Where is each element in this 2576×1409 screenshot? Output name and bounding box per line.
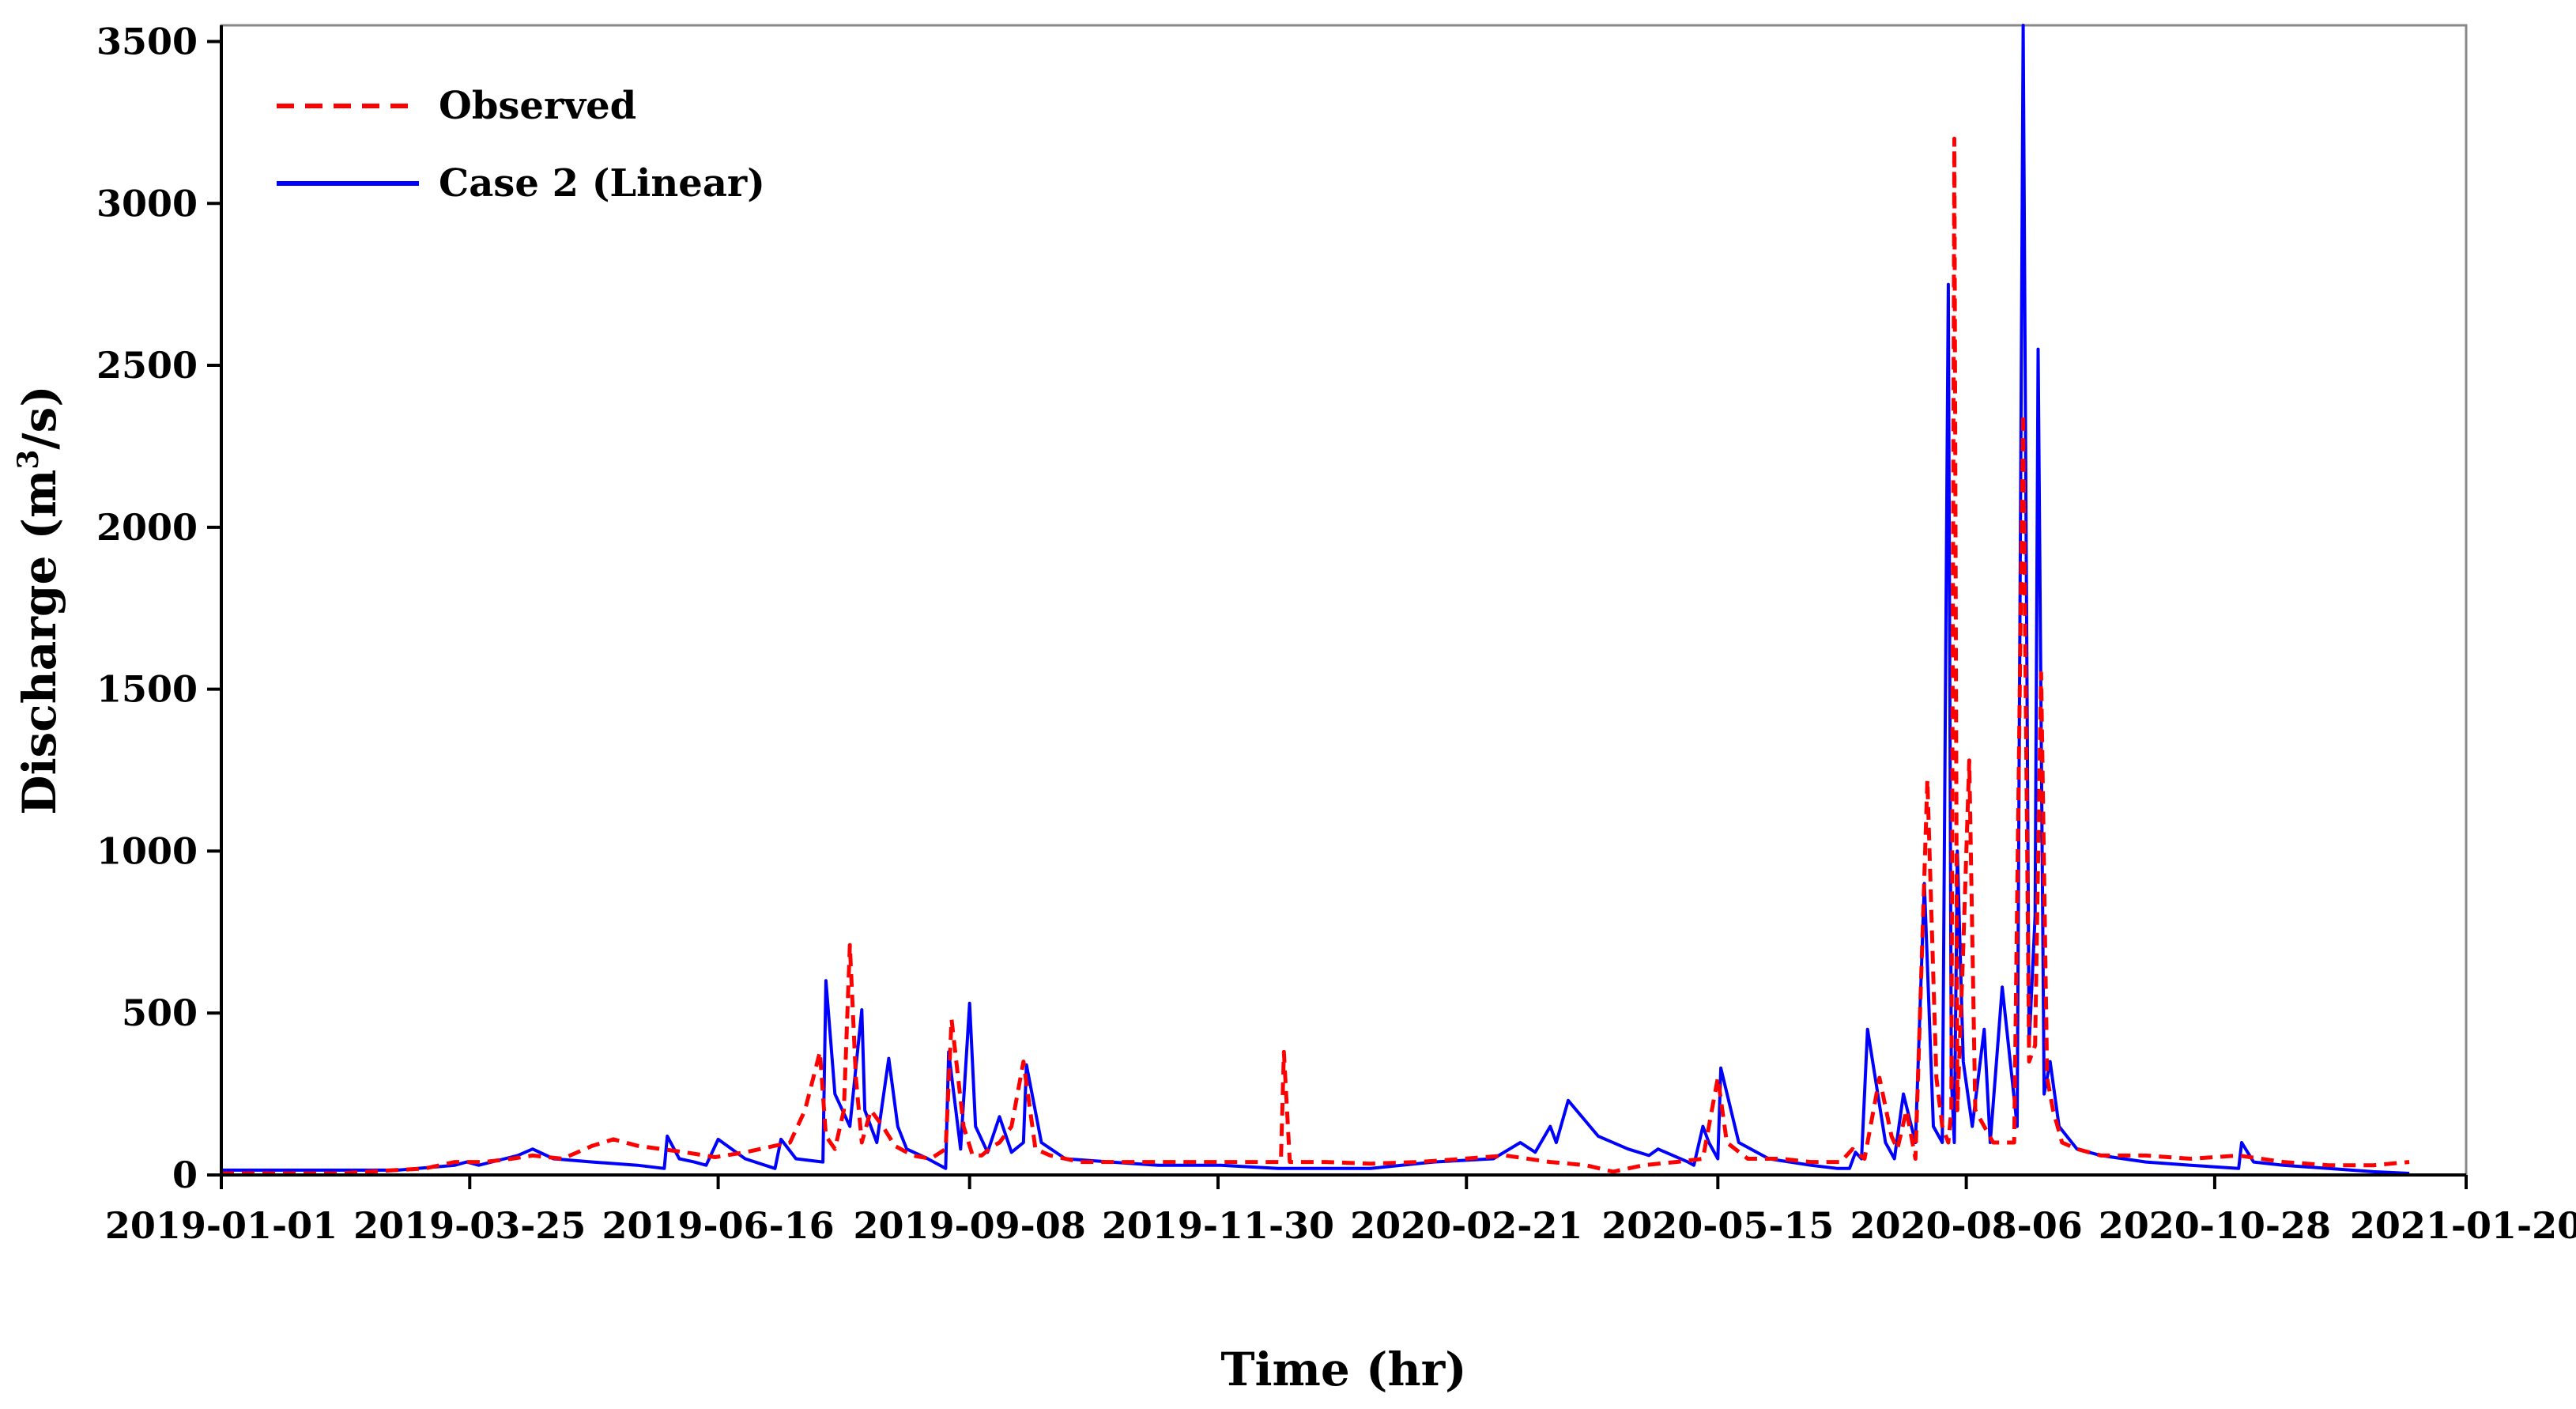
x-tick-label-2020-08-06: 2020-08-06 (1850, 1204, 2083, 1247)
y-axis-title-superscript: 3 (12, 450, 45, 470)
x-tick-label-2020-10-28: 2020-10-28 (2099, 1204, 2331, 1247)
x-tick-label-2019-06-16: 2019-06-16 (602, 1204, 834, 1247)
y-axis-title: Discharge (m3/s) (12, 385, 66, 814)
series-line-observed (221, 136, 2410, 1176)
y-tick-label-2500: 2500 (96, 344, 198, 387)
axis-ticks: 0 500 1000 1500 2000 2500 3000 3500 2019-01-01 20… (96, 20, 2576, 1247)
x-tick-label-2019-01-01: 2019-01-01 (105, 1204, 338, 1247)
x-tick-label-2019-11-30: 2019-11-30 (1102, 1204, 1334, 1247)
y-tick-label-3000: 3000 (96, 182, 198, 225)
series-layer (221, 24, 2410, 1176)
x-tick-label-2019-09-08: 2019-09-08 (854, 1204, 1086, 1247)
x-tick-label-2020-05-15: 2020-05-15 (1601, 1204, 1834, 1247)
y-tick-label-1500: 1500 (96, 668, 198, 711)
x-axis-title: Time (hr) (1220, 1343, 1466, 1396)
x-tick-label-2021-01-20: 2021-01-20 (2350, 1204, 2576, 1247)
x-tick-label-2019-03-25: 2019-03-25 (353, 1204, 586, 1247)
y-axis-title-tail: /s) (13, 385, 66, 449)
legend-label-case2-linear: Case 2 (Linear) (439, 161, 765, 206)
y-tick-label-2000: 2000 (96, 506, 198, 549)
y-tick-label-3500: 3500 (96, 20, 198, 62)
x-tick-label-2020-02-21: 2020-02-21 (1350, 1204, 1582, 1247)
y-tick-label-500: 500 (122, 992, 198, 1034)
y-tick-label-1000: 1000 (96, 829, 198, 872)
legend: Observed Case 2 (Linear) (277, 84, 765, 206)
y-axis-title-main: Discharge (m (13, 470, 66, 815)
legend-label-observed: Observed (439, 84, 636, 128)
y-tick-label-0: 0 (172, 1154, 198, 1196)
